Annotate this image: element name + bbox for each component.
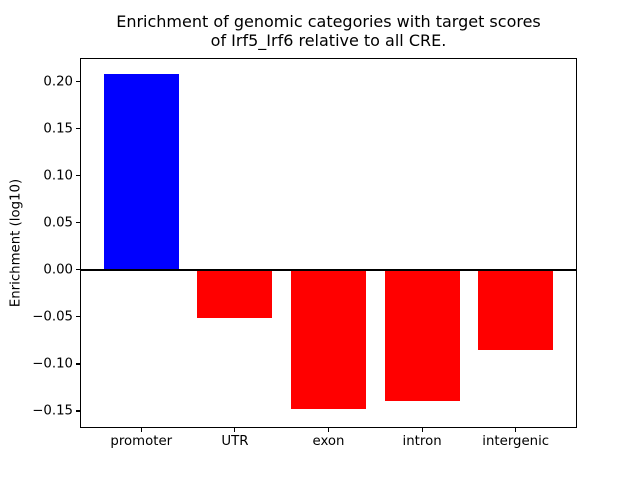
y-tick-label: −0.05 xyxy=(32,309,73,325)
y-tick xyxy=(76,269,80,271)
x-tick xyxy=(140,428,142,432)
y-axis-label: Enrichment (log10) xyxy=(8,178,24,308)
x-tick-label-promoter: promoter xyxy=(110,434,173,449)
y-tick xyxy=(76,316,80,318)
y-tick-label: 0.05 xyxy=(43,215,73,231)
x-tick-label-intergenic: intergenic xyxy=(482,434,550,449)
y-tick-label: −0.10 xyxy=(32,356,73,372)
y-tick-label: 0.20 xyxy=(43,74,73,90)
x-tick-label-UTR: UTR xyxy=(221,434,249,449)
x-tick xyxy=(327,428,330,432)
y-tick xyxy=(76,363,80,365)
y-tick xyxy=(76,128,80,130)
y-tick xyxy=(76,410,80,412)
x-tick xyxy=(421,428,423,432)
bar-promoter xyxy=(103,74,179,270)
x-tick xyxy=(234,428,236,432)
y-tick-label: 0.00 xyxy=(43,262,73,278)
zero-line xyxy=(81,268,576,272)
y-tick xyxy=(76,80,80,83)
plot-area: 0.20 0.15 0.10 0.05 0.00 −0.05 −0.10 −0.15 promo… xyxy=(32,58,577,449)
y-tick xyxy=(76,222,80,224)
y-tick-label: 0.15 xyxy=(43,121,73,137)
x-tick-label-exon: exon xyxy=(312,434,345,449)
x-tick-label-intron: intron xyxy=(402,434,442,449)
bar-intron xyxy=(384,269,460,401)
y-tick xyxy=(76,175,80,177)
y-tick-label: −0.15 xyxy=(32,403,73,419)
y-tick-label: 0.10 xyxy=(43,168,73,184)
x-tick xyxy=(515,428,517,432)
bar-intergenic xyxy=(478,269,554,350)
chart-title: Enrichment of genomic categories with ta… xyxy=(116,12,541,50)
bar-exon xyxy=(291,269,366,410)
bar-UTR xyxy=(197,269,273,318)
